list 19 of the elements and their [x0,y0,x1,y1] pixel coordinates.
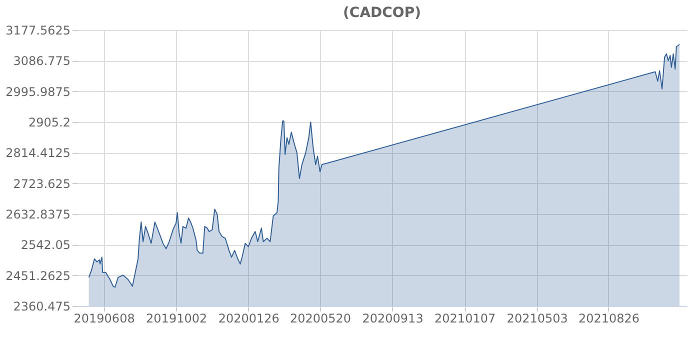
x-tick-label: 20200913 [362,312,424,326]
y-tick-label: 2360.475 [13,300,70,314]
x-tick-label: 20210826 [578,312,640,326]
y-tick-label: 2905.2 [28,116,70,130]
x-tick-label: 20190608 [74,312,135,326]
y-tick-label: 2542.05 [20,238,70,252]
x-tick-label: 20210503 [506,312,568,326]
x-tick-label: 20210107 [434,312,496,326]
y-tick-label: 2632.8375 [6,208,70,222]
y-tick-label: 2723.625 [13,176,70,191]
chart-title: (CADCOP) [343,5,421,21]
y-tick-label: 2995.9875 [6,84,70,99]
y-tick-label: 3086.775 [13,54,70,68]
y-tick-label: 2814.4125 [6,146,70,160]
x-tick-label: 20200520 [290,312,352,326]
y-tick-label: 2451.2625 [6,268,70,283]
x-tick-label: 20200126 [218,312,280,326]
x-tick-label: 20191002 [146,312,208,326]
y-tick-label: 3177.5625 [6,24,70,38]
